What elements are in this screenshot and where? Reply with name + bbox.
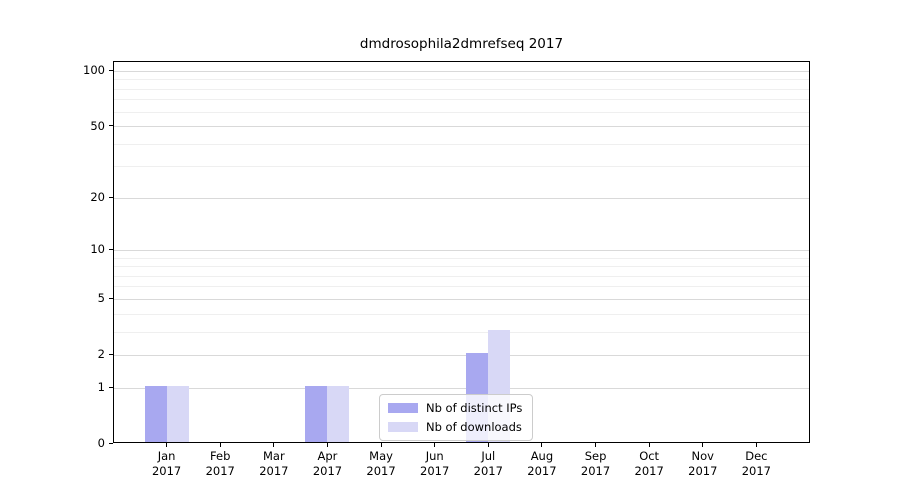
month-label: Feb — [210, 449, 231, 463]
y-tick-mark — [109, 386, 113, 388]
month-label: Nov — [691, 449, 714, 463]
x-tick-label: Sep 2017 — [564, 449, 628, 479]
minor-gridline — [114, 313, 809, 315]
minor-gridline — [114, 166, 809, 168]
x-tick-label: Jun 2017 — [403, 449, 467, 479]
major-gridline — [114, 298, 809, 300]
legend-row: Nb of distinct IPs — [388, 401, 522, 415]
minor-gridline — [114, 111, 809, 113]
month-label: Apr — [317, 449, 338, 463]
x-tick-mark — [702, 443, 704, 447]
y-tick-label: 10 — [90, 242, 105, 257]
legend-row: Nb of downloads — [388, 420, 522, 434]
year-label: 2017 — [473, 464, 503, 478]
month-label: Jan — [157, 449, 176, 463]
x-tick-label: Apr 2017 — [295, 449, 359, 479]
x-tick-label: Oct 2017 — [617, 449, 681, 479]
y-tick-mark — [109, 196, 113, 198]
y-tick-label: 1 — [97, 380, 105, 395]
year-label: 2017 — [634, 464, 664, 478]
year-label: 2017 — [741, 464, 772, 478]
x-tick-mark — [595, 443, 597, 447]
major-gridline — [114, 197, 809, 199]
y-tick-mark — [109, 69, 113, 71]
x-tick-label: Aug 2017 — [510, 449, 574, 479]
y-tick-mark — [109, 442, 113, 444]
year-label: 2017 — [580, 464, 611, 478]
year-label: 2017 — [151, 464, 182, 478]
month-label: Dec — [745, 449, 768, 463]
month-label: Sep — [584, 449, 607, 463]
month-label: Jun — [425, 449, 444, 463]
y-tick-label: 100 — [83, 63, 105, 78]
month-label: Aug — [530, 449, 554, 463]
year-label: 2017 — [259, 464, 289, 478]
month-label: Mar — [262, 449, 285, 463]
minor-gridline — [114, 143, 809, 145]
y-tick-mark — [109, 353, 113, 355]
major-gridline — [114, 70, 809, 72]
major-gridline — [114, 126, 809, 128]
x-tick-label: Jan 2017 — [135, 449, 199, 479]
major-gridline — [114, 354, 809, 356]
minor-gridline — [114, 257, 809, 259]
minor-gridline — [114, 266, 809, 268]
year-label: 2017 — [366, 464, 396, 478]
y-tick-mark — [109, 125, 113, 127]
x-tick-mark — [273, 443, 275, 447]
x-tick-mark — [487, 443, 489, 447]
bar-downloads — [166, 386, 189, 442]
bar-downloads — [327, 386, 350, 442]
y-tick-mark — [109, 297, 113, 299]
year-label: 2017 — [527, 464, 557, 478]
legend: Nb of distinct IPs Nb of downloads — [379, 394, 534, 441]
year-label: 2017 — [205, 464, 235, 478]
minor-gridline — [114, 286, 809, 288]
month-label: Jul — [481, 449, 496, 463]
legend-label: Nb of downloads — [426, 420, 522, 434]
x-tick-label: May 2017 — [349, 449, 413, 479]
chart-title: dmdrosophila2dmrefseq 2017 — [359, 36, 564, 52]
y-tick-label: 0 — [97, 436, 105, 450]
legend-label: Nb of distinct IPs — [426, 401, 523, 415]
minor-gridline — [114, 99, 809, 101]
y-tick-label: 5 — [97, 291, 105, 306]
month-label: Oct — [639, 449, 660, 463]
legend-swatch-downloads — [388, 422, 418, 432]
x-tick-label: Feb 2017 — [188, 449, 252, 479]
major-gridline — [114, 249, 809, 251]
x-tick-mark — [755, 443, 757, 447]
x-tick-label: Nov 2017 — [671, 449, 735, 479]
x-tick-label: Mar 2017 — [242, 449, 306, 479]
x-tick-label: Jul 2017 — [456, 449, 520, 479]
minor-gridline — [114, 79, 809, 81]
x-tick-mark — [541, 443, 543, 447]
y-tick-label: 20 — [90, 190, 105, 205]
x-tick-mark — [380, 443, 382, 447]
x-tick-mark — [166, 443, 168, 447]
y-tick-label: 50 — [90, 118, 105, 133]
minor-gridline — [114, 331, 809, 333]
minor-gridline — [114, 275, 809, 277]
y-tick-mark — [109, 248, 113, 250]
year-label: 2017 — [688, 464, 718, 478]
x-tick-label: Dec 2017 — [724, 449, 788, 479]
bar-distinct-ips — [305, 386, 328, 442]
bar-distinct-ips — [144, 386, 167, 442]
y-tick-label: 2 — [97, 347, 105, 362]
year-label: 2017 — [420, 464, 450, 478]
x-tick-mark — [219, 443, 221, 447]
year-label: 2017 — [312, 464, 343, 478]
major-gridline — [114, 387, 809, 389]
x-tick-mark — [326, 443, 328, 447]
x-tick-mark — [434, 443, 436, 447]
legend-swatch-distinct-ips — [388, 403, 418, 413]
plot-area: Nb of distinct IPs Nb of downloads — [113, 61, 810, 443]
month-label: May — [369, 449, 393, 463]
x-tick-mark — [648, 443, 650, 447]
minor-gridline — [114, 88, 809, 90]
